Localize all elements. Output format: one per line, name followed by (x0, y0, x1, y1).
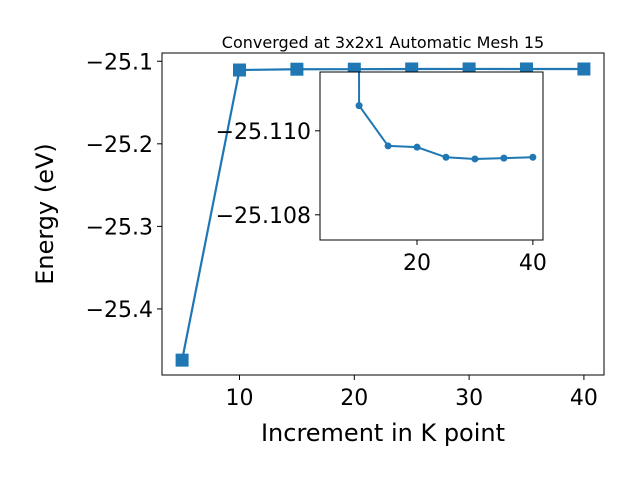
marker (290, 62, 304, 76)
y-tick-label: −25.1 (86, 50, 153, 75)
marker (577, 62, 591, 76)
y-axis-label: Energy (eV) (31, 143, 59, 285)
x-tick-label: 40 (519, 251, 547, 276)
axes-frame (319, 71, 544, 241)
marker (529, 153, 537, 161)
marker (471, 155, 479, 163)
y-tick-label: −25.3 (86, 215, 153, 240)
y-tick-label: −25.4 (86, 298, 153, 323)
x-tick-label: 20 (340, 386, 368, 411)
x-tick-label: 10 (225, 386, 253, 411)
x-tick-label: 40 (570, 386, 598, 411)
marker (413, 143, 421, 151)
y-tick-label: −25.108 (216, 204, 311, 229)
marker (355, 102, 363, 110)
marker (442, 153, 450, 161)
marker (175, 353, 189, 367)
plot-area (320, 72, 543, 240)
line (358, 72, 533, 160)
x-tick-label: 20 (403, 251, 431, 276)
marker (232, 63, 246, 77)
y-tick-label: −25.2 (86, 133, 153, 158)
y-tick-label: −25.110 (216, 120, 311, 145)
x-axis-label: Increment in K point (261, 419, 505, 447)
axes-frame (161, 52, 605, 376)
marker (384, 142, 392, 150)
marker (500, 154, 508, 162)
chart-title: Converged at 3x2x1 Automatic Mesh 15 (222, 33, 544, 52)
plot-content (355, 72, 537, 163)
line (181, 67, 584, 361)
x-tick-label: 30 (455, 386, 483, 411)
